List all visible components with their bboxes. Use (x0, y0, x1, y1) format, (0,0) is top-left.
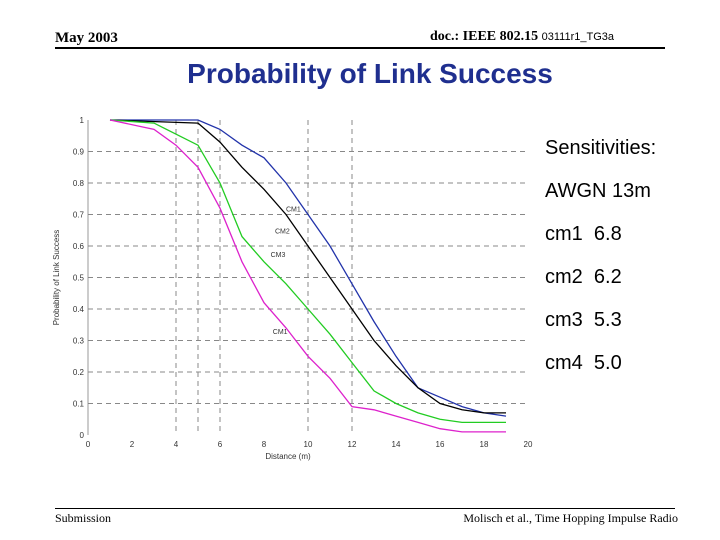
series-line-blue (110, 119, 507, 417)
sensitivity-cm2: cm2 6.2 (545, 266, 622, 288)
x-tick-label: 6 (218, 440, 223, 449)
x-tick-label: 16 (436, 440, 445, 449)
x-axis-label: Distance (m) (265, 452, 311, 461)
series-line-green (109, 119, 506, 424)
link-success-chart: 0 0.1 0.2 0.3 0.4 0.5 0.6 0.7 0.8 0.9 1 0 2 4 6 8 10 12 14… (48, 110, 538, 465)
x-tick-label: 8 (262, 440, 267, 449)
header-divider (55, 47, 665, 49)
x-tick-label: 4 (174, 440, 179, 449)
curve-annotation: CM1 (286, 206, 301, 213)
chart-svg: 00.10.20.30.40.50.60.70.80.910 2 4 6 8 10 12 14… (52, 116, 533, 461)
y-tick-label: 0.8 (73, 179, 85, 188)
sensitivities-heading: Sensitivities: (545, 137, 657, 159)
header-date: May 2003 (55, 30, 118, 46)
y-tick-label: 0.1 (73, 400, 85, 409)
y-tick-label: 0.9 (73, 148, 85, 157)
y-tick-label: 0.6 (73, 242, 85, 251)
footer-divider (55, 508, 675, 509)
series-line-magenta (109, 119, 506, 433)
y-axis-label: Probability of Link Success (52, 230, 61, 326)
x-tick-label: 10 (304, 440, 313, 449)
header-doc-number: 03111r1_TG3a (541, 31, 614, 43)
y-tick-label: 0.3 (73, 337, 85, 346)
x-tick-label: 12 (348, 440, 357, 449)
curve-annotation: CM2 (275, 228, 290, 235)
footer-submission: Submission (55, 511, 112, 525)
sensitivity-cm3: cm3 5.3 (545, 309, 622, 331)
x-tick-label: 20 (524, 440, 533, 449)
curve-annotation: CM3 (271, 252, 286, 259)
y-tick-label: 0.5 (73, 274, 85, 283)
y-tick-label: 0.7 (73, 211, 85, 220)
x-tick-label: 0 (86, 440, 91, 449)
y-tick-label: 0 (80, 431, 85, 440)
footer-authors: Molisch et al., Time Hopping Impulse Rad… (463, 511, 678, 525)
sensitivity-cm4: cm4 5.0 (545, 352, 622, 374)
x-tick-label: 14 (392, 440, 401, 449)
sensitivity-awgn: AWGN 13m (545, 180, 651, 202)
x-tick-label: 2 (130, 440, 135, 449)
sensitivities-panel: Sensitivities: AWGN 13m cm1 6.8 cm2 6.2 … (545, 135, 656, 393)
x-tick-label: 18 (480, 440, 489, 449)
curve-annotation: CM1 (273, 329, 288, 336)
header-doc-id: doc.: IEEE 802.15 03111r1_TG3a (430, 29, 614, 45)
series-line-black (109, 119, 506, 414)
y-tick-label: 0.4 (73, 305, 85, 314)
slide-title: Probability of Link Success (187, 58, 553, 89)
y-tick-label: 1 (80, 116, 85, 125)
header-doc-prefix: doc.: IEEE 802.15 (430, 29, 542, 44)
sensitivity-cm1: cm1 6.8 (545, 223, 622, 245)
y-tick-label: 0.2 (73, 368, 85, 377)
